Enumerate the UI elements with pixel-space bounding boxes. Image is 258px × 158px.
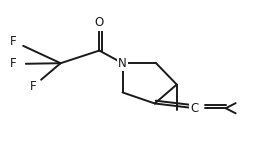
Text: F: F <box>30 80 37 93</box>
Text: C: C <box>191 102 199 115</box>
Text: O: O <box>95 16 104 29</box>
Text: N: N <box>118 57 127 70</box>
Text: F: F <box>10 35 16 48</box>
Text: F: F <box>10 58 16 70</box>
